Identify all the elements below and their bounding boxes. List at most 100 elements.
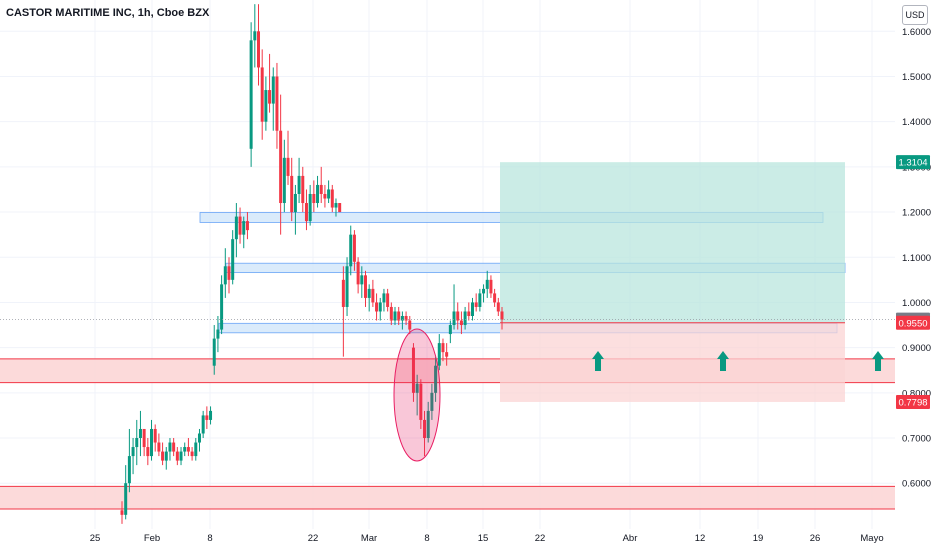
candle-body	[172, 442, 176, 452]
candlestick-series	[0, 4, 895, 524]
time-tick-label: Abr	[623, 533, 638, 544]
candle-body	[282, 157, 286, 204]
price-tick-label: 1.0000	[902, 298, 931, 309]
candle-body	[448, 325, 452, 335]
currency-selector[interactable]: USD	[902, 5, 928, 25]
time-axis[interactable]: 25 Feb 8 22 Mar 8 15 22 Abr 12 19 26 Mayo	[90, 533, 884, 544]
candle-body	[426, 410, 430, 439]
candle-body	[183, 447, 187, 452]
candle-body	[175, 451, 179, 461]
price-tick-label: 1.2000	[902, 208, 931, 219]
candle-body	[437, 343, 441, 366]
candle-body	[485, 279, 489, 289]
candle-body	[186, 447, 190, 452]
price-axis[interactable]: 0.6000 0.7000 0.8000 0.9000 1.0000 1.1000 1.20…	[896, 27, 931, 490]
candle-body	[146, 447, 150, 457]
candle-body	[308, 193, 312, 222]
time-tick-label: 8	[424, 533, 429, 544]
candle-body	[216, 329, 220, 339]
price-tag-label: 1.3104	[898, 158, 927, 169]
time-tick-label: 19	[753, 533, 764, 544]
price-tag[interactable]	[896, 155, 930, 170]
candle-body	[375, 302, 379, 312]
candle-body	[470, 302, 474, 316]
candle-body	[212, 338, 216, 366]
candle-body	[124, 483, 128, 515]
candle-body	[190, 451, 194, 457]
candle-body	[135, 438, 139, 448]
candle-body	[397, 311, 401, 321]
candle-body	[334, 203, 338, 208]
candle-body	[297, 175, 301, 194]
candle-body	[434, 365, 438, 393]
candle-body	[316, 184, 320, 204]
candle-body	[168, 442, 172, 452]
candle-body	[386, 293, 390, 307]
price-tick-label: 1.6000	[902, 27, 931, 38]
candle-body	[360, 275, 364, 285]
up-arrow-icon[interactable]	[872, 351, 884, 371]
time-tick-label: 22	[535, 533, 546, 544]
chart-title: CASTOR MARITIME INC, 1h, Cboe BZX	[6, 7, 210, 19]
price-tag-label: 0.9550	[898, 318, 927, 329]
price-tick-label: 1.4000	[902, 117, 931, 128]
time-tick-label: Mayo	[860, 533, 883, 544]
candle-body	[201, 415, 205, 434]
candle-body	[231, 239, 235, 280]
candle-body	[142, 428, 146, 448]
price-tick-label: 1.5000	[902, 72, 931, 83]
candle-body	[356, 261, 360, 285]
position-loss-zone[interactable]	[500, 322, 845, 402]
candle-body	[286, 157, 290, 176]
time-tick-label: 12	[695, 533, 706, 544]
candle-body	[352, 234, 356, 262]
candle-body	[389, 306, 393, 321]
candle-body	[456, 311, 460, 321]
candle-body	[245, 221, 249, 231]
position-profit-zone[interactable]	[500, 162, 845, 323]
candle-body	[382, 293, 386, 303]
time-tick-label: 8	[207, 533, 212, 544]
candle-body	[238, 216, 242, 235]
up-arrow-icon[interactable]	[717, 351, 729, 371]
candle-body	[164, 451, 168, 461]
price-tag[interactable]	[896, 315, 930, 330]
dip-highlight-ellipse[interactable]	[393, 328, 441, 462]
candle-body	[120, 510, 124, 515]
price-tick-label: 0.9000	[902, 343, 931, 354]
time-tick-label: Feb	[144, 533, 160, 544]
candle-body	[482, 288, 486, 294]
candle-body	[194, 442, 198, 457]
candle-body	[257, 31, 261, 68]
candle-body	[463, 311, 467, 326]
candle-body	[227, 266, 231, 280]
candle-body	[127, 456, 131, 484]
candle-body	[220, 284, 224, 330]
candle-body	[478, 293, 482, 307]
candle-body	[268, 90, 272, 104]
candle-body	[197, 433, 201, 443]
candle-body	[234, 216, 238, 240]
up-arrow-icon[interactable]	[592, 351, 604, 371]
candle-body	[150, 428, 154, 457]
time-tick-label: 22	[308, 533, 319, 544]
candle-body	[205, 415, 209, 420]
candle-body	[349, 234, 353, 267]
price-tick-label: 0.8000	[902, 388, 931, 399]
candle-body	[408, 320, 412, 330]
candle-body	[341, 279, 345, 307]
position-tool[interactable]	[500, 162, 845, 402]
candle-body	[415, 383, 419, 393]
candle-body	[467, 311, 471, 316]
candle-body	[179, 451, 183, 461]
candle-body	[161, 451, 165, 461]
candle-body	[131, 447, 135, 457]
candle-body	[430, 392, 434, 411]
candle-body	[312, 193, 316, 204]
support-zone[interactable]	[0, 486, 895, 509]
candle-body	[242, 221, 246, 235]
price-tag[interactable]	[896, 394, 930, 409]
candle-body	[393, 311, 397, 321]
candle-body	[345, 266, 349, 307]
